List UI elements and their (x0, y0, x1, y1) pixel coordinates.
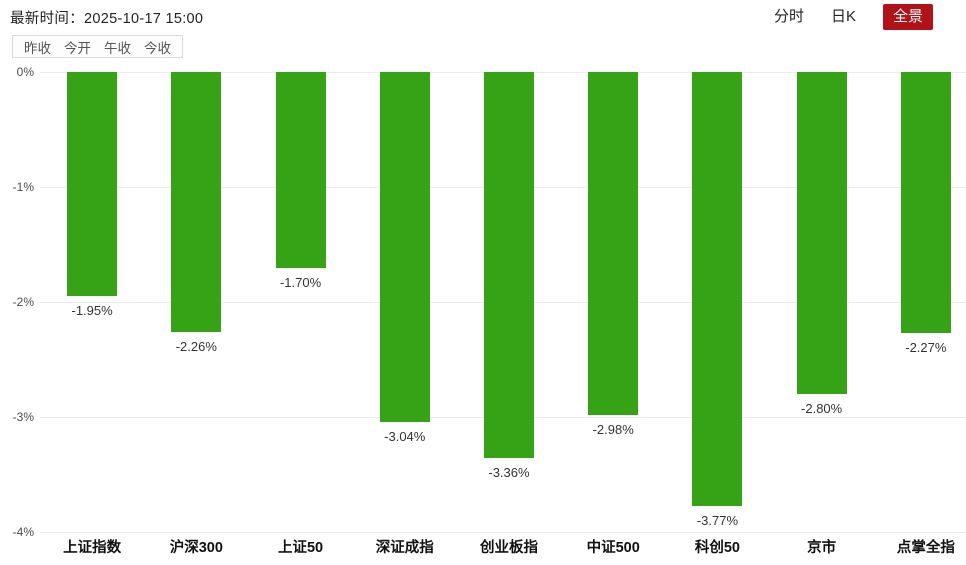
bar-cell: -1.95% (40, 72, 144, 532)
y-axis-tick: -2% (12, 295, 34, 309)
tab-minute-chart[interactable]: 分时 (773, 8, 804, 25)
tab-daily-k[interactable]: 日K (830, 8, 856, 25)
x-axis-category-label: 点掌全指 (896, 540, 955, 556)
price-type-button-group: 昨收 今开 午收 今收 (12, 35, 183, 58)
bar-series-group: -1.95% -2.26% -1.70% -3.04% -3.36% -2.98% -3.7… (40, 72, 966, 532)
x-axis-category-label: 深证成指 (375, 540, 434, 556)
index-bar[interactable] (275, 72, 326, 268)
bar-cell: -3.36% (457, 72, 561, 532)
button-midday-close[interactable]: 午收 (104, 40, 131, 56)
bar-value-label: -2.26% (175, 338, 217, 354)
index-bar[interactable] (379, 72, 430, 422)
index-bar[interactable] (588, 72, 639, 415)
bar-cell: -3.04% (353, 72, 457, 532)
bar-cell: -3.77% (665, 72, 769, 532)
index-bar[interactable] (796, 72, 847, 394)
button-today-close[interactable]: 今收 (144, 40, 171, 56)
tab-panorama[interactable]: 全景 (882, 4, 933, 30)
x-axis-category-label: 上证50 (277, 540, 324, 556)
index-bar[interactable] (67, 72, 118, 297)
x-axis-category-labels: 上证指数 沪深300 上证50 深证成指 创业板指 中证500 科创50 京市 点掌全指 (40, 536, 966, 557)
bar-value-label: -1.95% (71, 303, 113, 319)
bar-cell: -2.26% (144, 72, 248, 532)
x-axis-category-label: 上证指数 (63, 540, 122, 556)
y-axis-tick: -1% (12, 180, 34, 194)
y-axis-tick: 0% (16, 65, 34, 79)
bar-chart-plot-area: 0% -1% -2% -3% -4% -1.95% -2.26% -1.70% -3.… (0, 65, 966, 539)
x-axis-category-label: 科创50 (694, 540, 740, 556)
bar-cell: -2.98% (561, 72, 665, 532)
bar-cell: -1.70% (248, 72, 352, 532)
x-axis-category-label: 沪深300 (169, 540, 223, 556)
latest-time-label: 最新时间：2025-10-17 15:00 (10, 11, 204, 27)
bar-value-label: -3.77% (696, 512, 739, 528)
bar-value-label: -3.04% (384, 428, 426, 444)
y-axis-tick: -4% (12, 525, 34, 539)
button-prev-close[interactable]: 昨收 (24, 40, 51, 56)
x-axis-category-label: 京市 (807, 540, 837, 556)
gridline-4pct (40, 532, 966, 533)
bar-value-label: -2.27% (905, 340, 947, 356)
bar-value-label: -1.70% (279, 274, 322, 290)
bar-value-label: -3.36% (488, 465, 530, 481)
bar-cell: -2.80% (770, 72, 874, 532)
index-bar[interactable] (692, 72, 743, 506)
index-bar[interactable] (483, 72, 534, 459)
index-bar[interactable] (171, 72, 222, 332)
y-axis-tick: -3% (12, 410, 34, 424)
bar-value-label: -2.80% (801, 401, 843, 416)
x-axis-category-label: 中证500 (586, 540, 640, 556)
view-tabs: 分时 日K 全景 (774, 4, 933, 30)
bar-value-label: -2.98% (592, 421, 634, 437)
x-axis-category-label: 创业板指 (479, 540, 538, 556)
index-bar[interactable] (900, 72, 951, 334)
button-today-open[interactable]: 今开 (64, 40, 91, 56)
bar-cell: -2.27% (874, 72, 966, 532)
